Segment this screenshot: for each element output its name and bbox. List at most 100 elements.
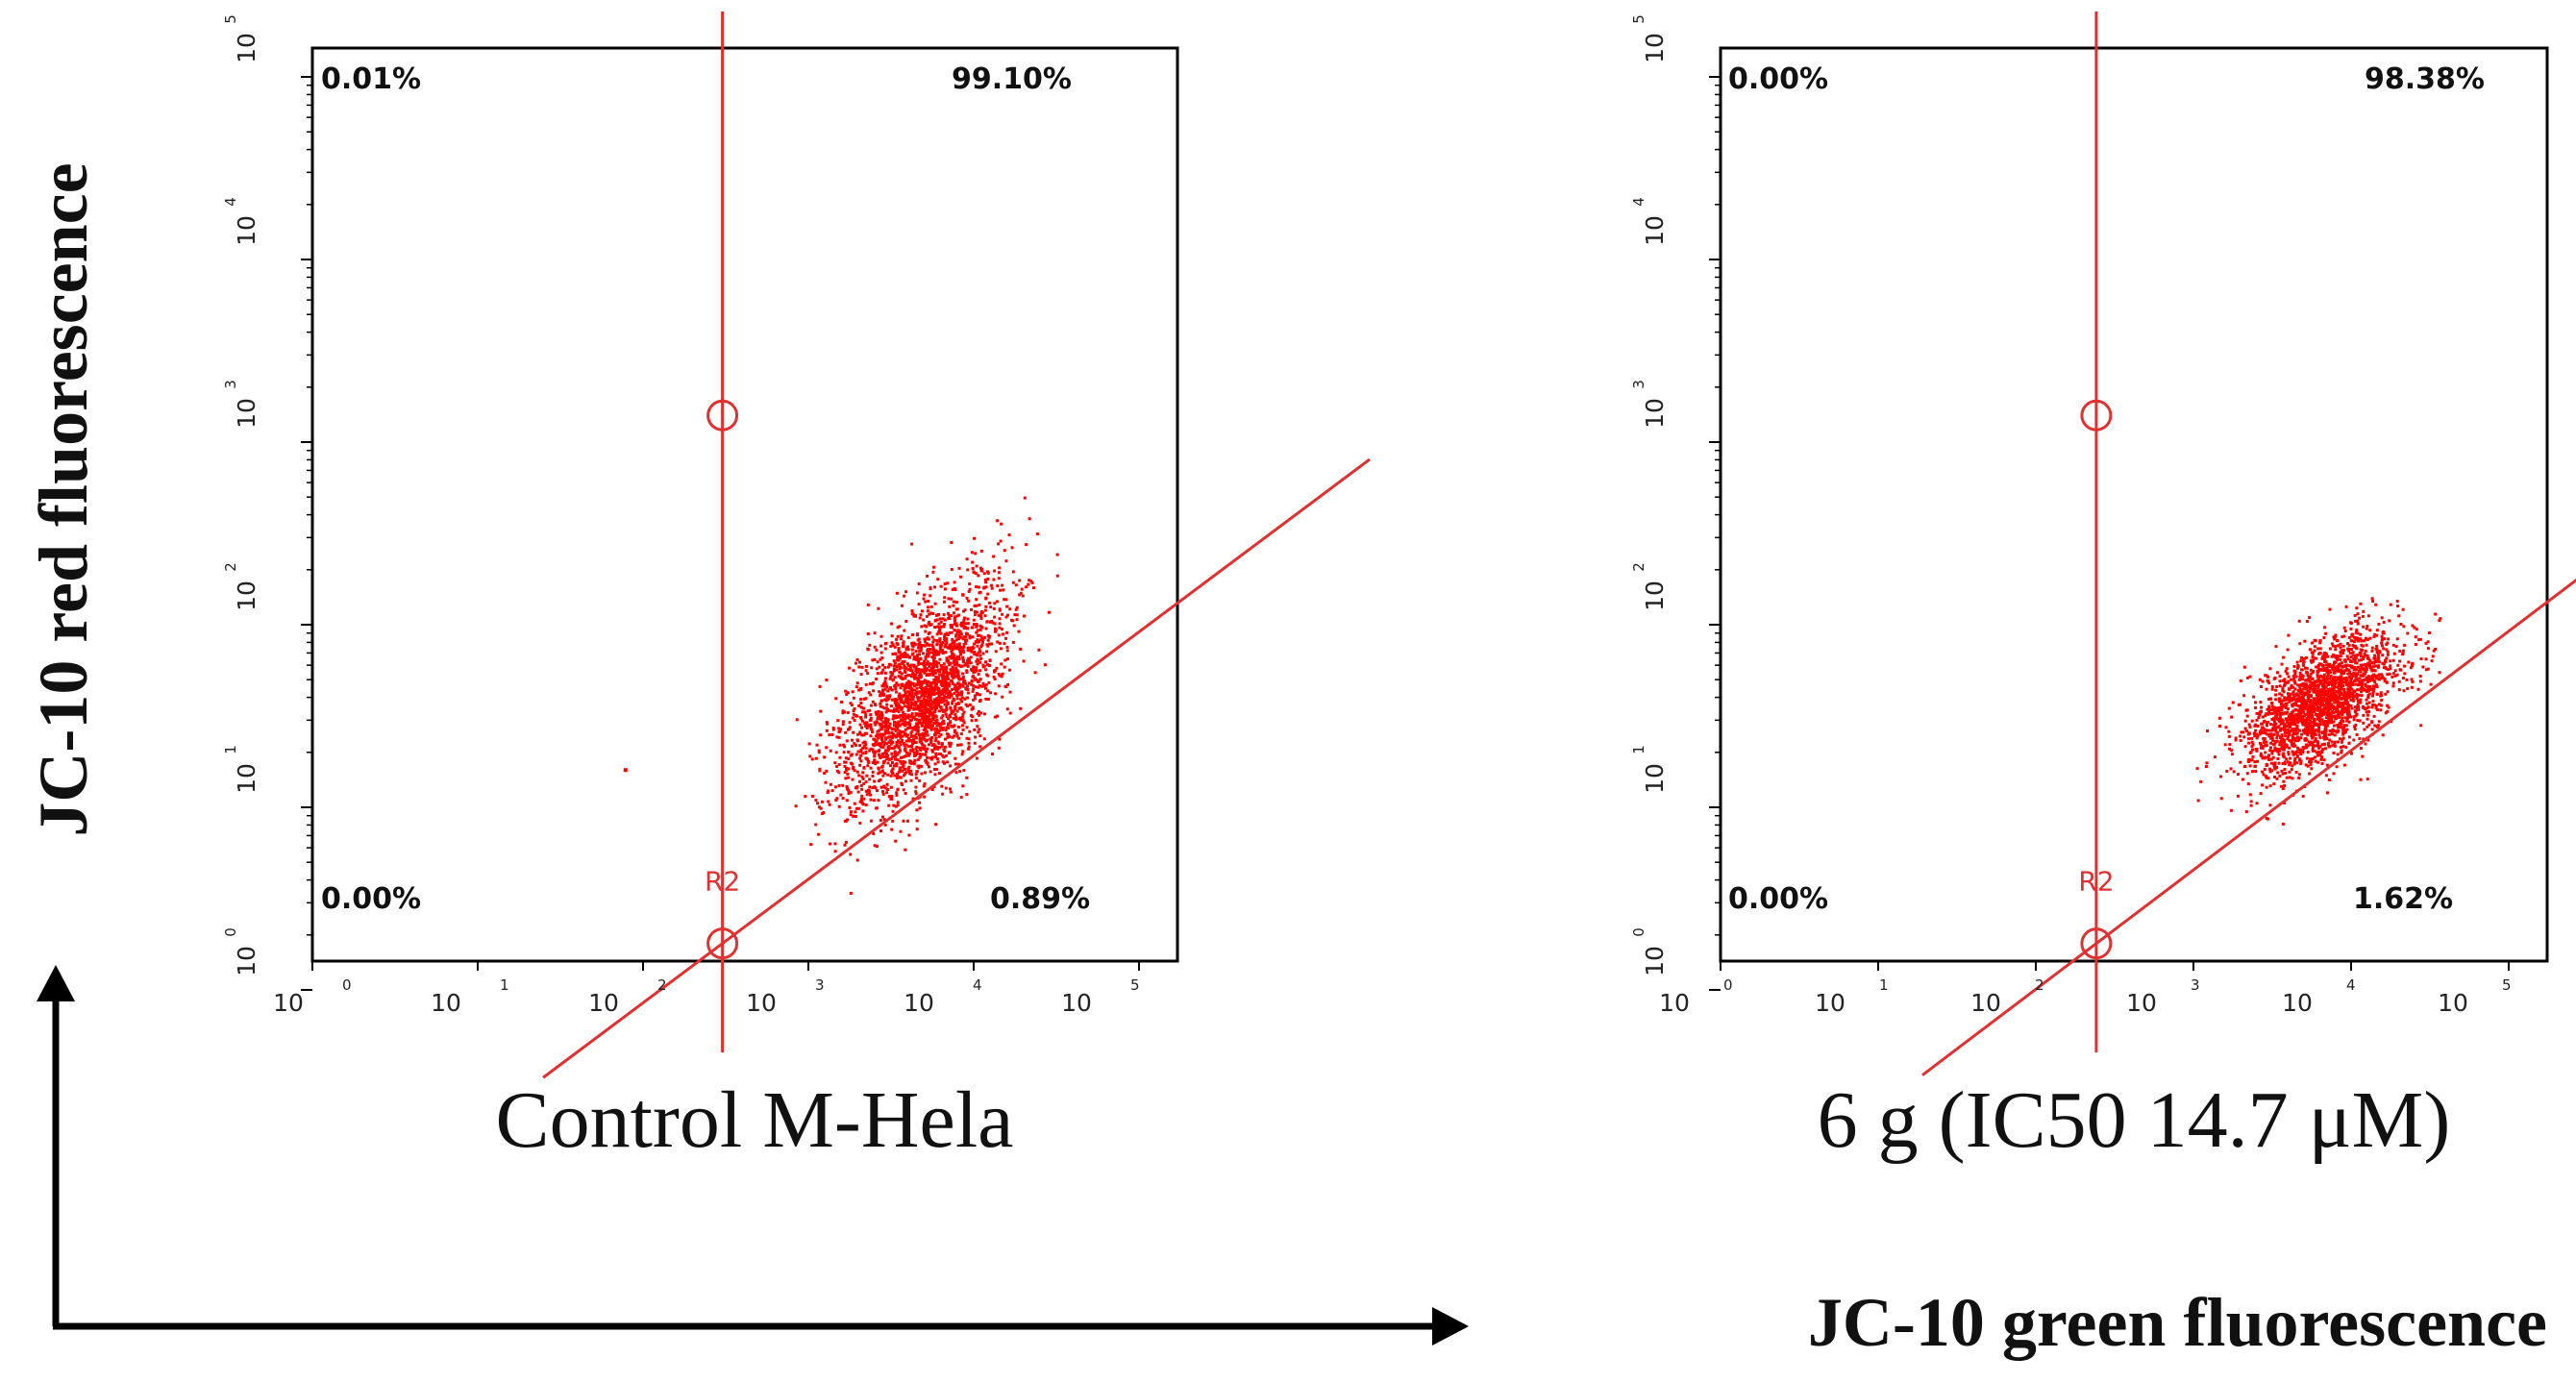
scatter-point xyxy=(2331,644,2335,648)
scatter-point xyxy=(917,646,921,650)
scatter-point xyxy=(902,765,904,769)
scatter-point xyxy=(2293,723,2297,727)
scatter-point xyxy=(2366,696,2370,700)
scatter-point xyxy=(869,819,873,823)
scatter-point xyxy=(2296,721,2300,725)
scatter-point xyxy=(980,643,984,647)
scatter-point xyxy=(2330,680,2334,684)
scatter-point xyxy=(830,789,834,793)
scatter-point xyxy=(2309,763,2313,766)
scatter-point xyxy=(998,674,1002,678)
scatter-point xyxy=(932,565,936,569)
scatter-point xyxy=(883,731,887,735)
scatter-point xyxy=(2324,702,2328,705)
scatter-point xyxy=(2298,729,2302,732)
scatter-point xyxy=(931,570,935,574)
x-tick-label: 10 xyxy=(1815,989,1845,1017)
scatter-point xyxy=(932,681,935,684)
gate-r2 xyxy=(1921,12,2576,1076)
scatter-point xyxy=(928,699,931,703)
scatter-point xyxy=(940,699,944,703)
scatter-point xyxy=(2291,731,2295,735)
scatter-point xyxy=(949,705,953,709)
scatter-point xyxy=(2362,625,2365,629)
scatter-point xyxy=(844,840,848,844)
scatter-point xyxy=(951,700,954,704)
scatter-point xyxy=(2325,737,2329,741)
scatter-point xyxy=(2350,639,2354,643)
scatter-point xyxy=(2336,664,2340,668)
scatter-point xyxy=(2287,718,2291,722)
scatter-point xyxy=(931,673,935,677)
scatter-point xyxy=(953,586,956,590)
scatter-point xyxy=(860,787,864,791)
y-tick-label: 10 xyxy=(1641,33,1669,63)
scatter-point xyxy=(2364,670,2367,674)
scatter-point xyxy=(912,740,916,744)
scatter-point xyxy=(923,644,927,648)
scatter-point xyxy=(2253,731,2256,735)
scatter-point xyxy=(846,691,850,695)
scatter-point xyxy=(896,705,900,709)
scatter-point xyxy=(941,675,945,679)
scatter-point xyxy=(938,626,942,630)
scatter-point xyxy=(2318,736,2322,740)
scatter-point xyxy=(952,661,955,665)
scatter-point xyxy=(2382,666,2386,670)
x-tick-exponent: 5 xyxy=(1130,976,1140,994)
scatter-point xyxy=(954,731,958,735)
scatter-point xyxy=(2265,687,2268,691)
scatter-point xyxy=(883,823,887,827)
scatter-point xyxy=(2339,646,2342,650)
scatter-point xyxy=(2322,654,2326,657)
scatter-point xyxy=(894,725,898,729)
scatter-point xyxy=(2293,756,2297,760)
scatter-point xyxy=(918,746,922,750)
scatter-point xyxy=(915,808,919,812)
scatter-point xyxy=(2358,637,2362,641)
gate-handle-bottom[interactable] xyxy=(2080,927,2113,960)
scatter-point xyxy=(2234,736,2238,740)
scatter-point xyxy=(2317,713,2321,717)
scatter-point xyxy=(905,674,909,678)
scatter-point xyxy=(2275,766,2279,769)
scatter-point xyxy=(922,728,926,731)
gate-handle-bottom[interactable] xyxy=(706,927,739,960)
scatter-point xyxy=(2389,659,2392,663)
scatter-point xyxy=(894,687,898,691)
gate-handle-top[interactable] xyxy=(706,399,739,432)
scatter-point xyxy=(901,714,904,718)
scatter-point xyxy=(1004,598,1008,602)
scatter-point xyxy=(2322,669,2326,672)
scatter-point xyxy=(2308,772,2312,776)
scatter-point xyxy=(853,769,856,773)
scatter-point xyxy=(976,654,979,657)
gate-handle-top[interactable] xyxy=(2080,399,2113,432)
scatter-point xyxy=(2351,698,2355,701)
scatter-point xyxy=(2317,716,2321,720)
scatter-point xyxy=(879,710,883,714)
scatter-point xyxy=(887,735,891,739)
scatter-point xyxy=(859,753,863,757)
scatter-point xyxy=(937,694,941,698)
scatter-point xyxy=(956,676,960,679)
scatter-point xyxy=(2301,704,2305,707)
scatter-point xyxy=(939,644,942,648)
scatter-point xyxy=(857,688,861,692)
scatter-point xyxy=(2291,750,2294,753)
scatter-point xyxy=(978,678,982,681)
scatter-point xyxy=(2270,712,2273,715)
scatter-point xyxy=(2267,734,2271,738)
scatter-point xyxy=(904,675,907,678)
scatter-point xyxy=(877,736,879,740)
scatter-point xyxy=(858,756,862,760)
scatter-point xyxy=(2337,644,2341,648)
scatter-point xyxy=(855,738,859,742)
scatter-point xyxy=(2332,635,2336,639)
scatter-point xyxy=(873,779,877,783)
scatter-point xyxy=(849,892,853,895)
scatter-point xyxy=(938,772,941,776)
scatter-point xyxy=(882,684,885,688)
scatter-point xyxy=(883,666,887,669)
